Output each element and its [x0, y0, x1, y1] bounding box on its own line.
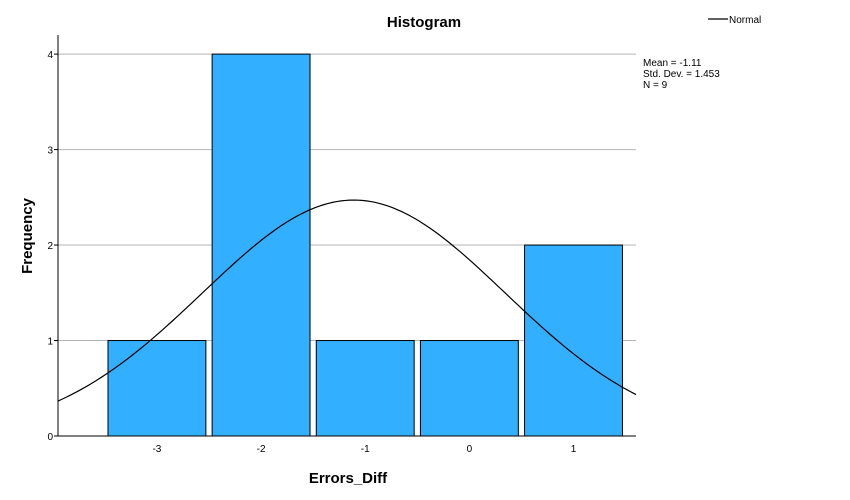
x-tick-label: -3 — [152, 444, 161, 455]
stats-box: Mean = -1.11 Std. Dev. = 1.453 N = 9 — [643, 58, 720, 91]
chart-title: Histogram — [387, 14, 461, 31]
histogram-bar — [107, 340, 207, 437]
x-tick-labels: -3 -2 -1 0 1 — [152, 444, 576, 455]
x-tick-label: -2 — [257, 444, 266, 455]
normal-curve — [57, 199, 637, 402]
histogram-bar — [524, 244, 623, 437]
y-tick-label: 4 — [47, 50, 53, 61]
x-tick-label: 1 — [571, 444, 577, 455]
y-tick-label: 3 — [47, 146, 53, 157]
histogram-bar — [419, 340, 519, 437]
legend: Normal — [708, 15, 761, 26]
stat-std-dev: Std. Dev. = 1.453 — [643, 69, 720, 80]
stat-n: N = 9 — [643, 80, 668, 91]
y-tick-label: 0 — [47, 432, 53, 443]
y-tick-label: 1 — [47, 337, 53, 348]
histogram-bar — [315, 340, 415, 437]
x-tick-label: -1 — [361, 444, 370, 455]
y-tick-label: 2 — [47, 241, 53, 252]
legend-normal-label: Normal — [729, 15, 761, 26]
y-axis-label: Frequency — [19, 197, 36, 274]
x-axis-label: Errors_Diff — [309, 470, 388, 487]
stat-mean: Mean = -1.11 — [643, 58, 702, 69]
histogram-bar — [211, 53, 311, 437]
y-tick-labels: 0 1 2 3 4 — [47, 50, 58, 443]
x-tick-label: 0 — [467, 444, 473, 455]
normal-curve-line — [57, 199, 637, 402]
axes — [57, 35, 636, 437]
